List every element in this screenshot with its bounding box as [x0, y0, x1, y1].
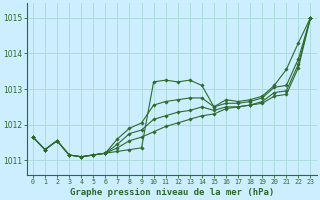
X-axis label: Graphe pression niveau de la mer (hPa): Graphe pression niveau de la mer (hPa) [69, 188, 274, 197]
